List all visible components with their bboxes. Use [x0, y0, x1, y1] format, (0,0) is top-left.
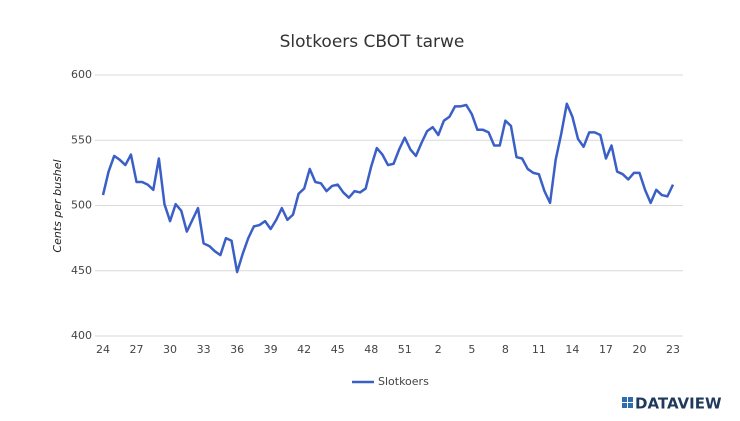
x-tick-label: 14	[565, 343, 579, 356]
x-tick-label: 23	[666, 343, 680, 356]
x-tick-label: 39	[264, 343, 278, 356]
y-tick-label: 500	[71, 199, 92, 212]
x-tick-label: 33	[197, 343, 211, 356]
y-tick-label: 450	[71, 264, 92, 277]
x-tick-label: 36	[230, 343, 244, 356]
x-tick-label: 45	[331, 343, 345, 356]
brand: DATAVIEW	[635, 395, 722, 413]
x-tick-label: 27	[130, 343, 144, 356]
y-tick-label: 600	[71, 68, 92, 81]
x-tick-label: 17	[599, 343, 613, 356]
y-tick-label: 400	[71, 329, 92, 342]
y-tick-label: 550	[71, 133, 92, 146]
x-tick-label: 8	[502, 343, 509, 356]
legend-label: Slotkoers	[378, 375, 429, 388]
x-tick-label: 11	[532, 343, 546, 356]
chart-title: Slotkoers CBOT tarwe	[280, 32, 465, 52]
x-tick-label: 30	[163, 343, 177, 356]
line	[101, 102, 675, 274]
x-tick-label: 42	[297, 343, 311, 356]
x-tick-label: 2	[435, 343, 442, 356]
x-tick-label: 24	[96, 343, 110, 356]
x-tick-label: 48	[364, 343, 378, 356]
x-tick-label: 20	[632, 343, 646, 356]
background	[6, 0, 740, 421]
y-axis-title: Cents per bushel	[51, 159, 64, 252]
x-tick-label: 51	[398, 343, 412, 356]
brand-logo: DATAVIEW	[622, 395, 722, 413]
x-tick-label: 5	[468, 343, 475, 356]
